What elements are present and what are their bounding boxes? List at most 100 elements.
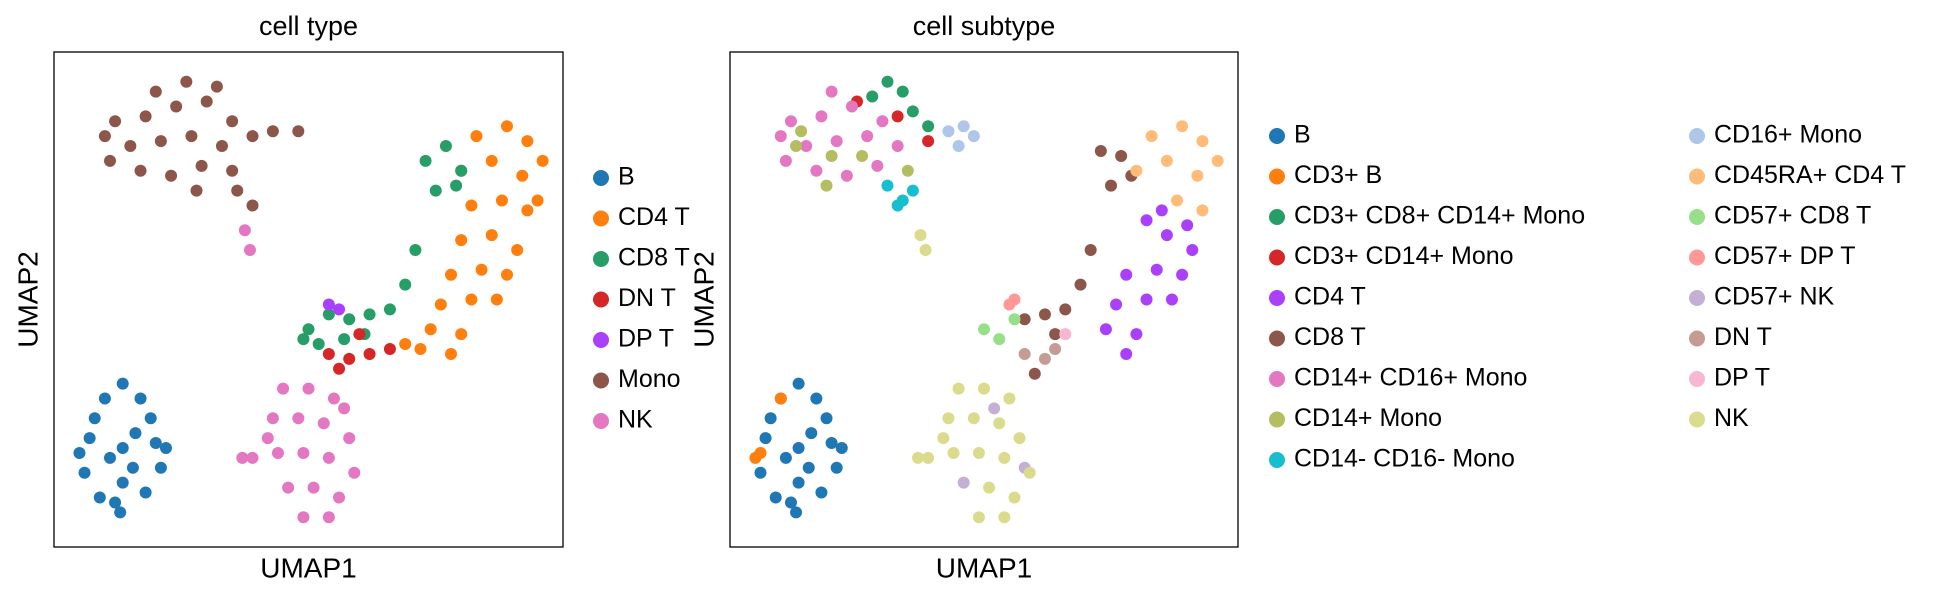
point — [465, 199, 478, 212]
point — [126, 461, 139, 474]
point — [1003, 392, 1016, 405]
point — [231, 184, 244, 197]
legend-label: Mono — [618, 365, 681, 393]
point — [322, 347, 335, 360]
point — [988, 402, 1001, 415]
point — [784, 115, 797, 128]
legend-marker — [1689, 371, 1705, 387]
point — [1049, 343, 1062, 355]
legend-marker — [1689, 411, 1705, 428]
point — [1191, 169, 1204, 182]
point — [866, 90, 879, 103]
legend-label: DP T — [1714, 364, 1770, 392]
point — [1018, 347, 1031, 360]
point — [109, 496, 122, 509]
point — [800, 140, 813, 153]
point — [790, 140, 803, 153]
point — [784, 496, 797, 509]
point — [810, 164, 823, 177]
legend-marker — [593, 251, 609, 267]
point — [363, 308, 376, 321]
legend-label: CD14- CD16- Mono — [1294, 445, 1515, 473]
legend-label: CD14+ CD16+ Mono — [1294, 364, 1527, 392]
point — [891, 199, 904, 212]
point — [511, 244, 524, 256]
point — [805, 427, 818, 440]
point — [185, 130, 198, 143]
point — [891, 140, 904, 153]
point — [942, 125, 955, 138]
legend-label: CD4 T — [1294, 283, 1366, 311]
point — [1115, 149, 1128, 162]
point — [485, 229, 498, 242]
point — [114, 506, 127, 519]
point — [830, 135, 843, 148]
point — [830, 461, 843, 474]
point — [134, 164, 147, 177]
y-axis-label: UMAP2 — [12, 251, 43, 347]
point — [1049, 328, 1062, 341]
point — [774, 392, 787, 405]
scatter-points — [749, 75, 1224, 524]
point — [470, 130, 483, 143]
legend-label: DN T — [618, 284, 676, 312]
point — [1038, 308, 1051, 321]
point — [993, 333, 1006, 346]
point — [983, 481, 996, 494]
legend-marker — [1269, 371, 1285, 387]
point — [978, 382, 990, 395]
point — [1181, 219, 1194, 232]
point — [445, 347, 458, 360]
point — [271, 446, 284, 459]
point — [210, 80, 223, 93]
point — [333, 303, 346, 316]
legend-label: CD57+ NK — [1714, 283, 1835, 311]
point — [383, 303, 396, 316]
point — [911, 451, 924, 464]
point — [485, 154, 498, 167]
point — [455, 328, 468, 341]
point — [297, 333, 310, 346]
point — [1028, 367, 1041, 380]
point — [1171, 194, 1184, 207]
point — [1165, 293, 1178, 306]
point — [353, 328, 366, 341]
point — [322, 511, 335, 524]
legend-label: CD14+ Mono — [1294, 404, 1442, 432]
point — [282, 481, 295, 494]
point — [1155, 204, 1168, 217]
point — [764, 412, 777, 425]
point — [226, 164, 239, 177]
point — [957, 120, 970, 133]
point — [501, 120, 514, 133]
point — [343, 313, 356, 326]
point — [277, 382, 290, 395]
point — [861, 130, 874, 143]
point — [1140, 214, 1153, 227]
point — [317, 417, 330, 430]
point — [144, 412, 157, 425]
point — [343, 352, 356, 365]
legend-label: B — [618, 163, 635, 191]
point — [116, 442, 129, 454]
point — [1186, 244, 1199, 256]
point — [246, 130, 259, 143]
legend-marker — [1269, 411, 1285, 428]
point — [1008, 313, 1021, 326]
legend-marker — [593, 413, 609, 429]
point — [896, 85, 909, 98]
point — [383, 343, 396, 355]
legend-label: NK — [618, 406, 653, 434]
legend-marker — [593, 210, 609, 227]
point — [180, 75, 193, 88]
point — [1120, 347, 1133, 360]
point — [972, 446, 985, 459]
point — [825, 85, 838, 98]
point — [465, 293, 478, 306]
point — [1130, 164, 1143, 177]
point — [1130, 328, 1143, 341]
point — [103, 451, 116, 464]
point — [302, 382, 315, 395]
point — [914, 229, 927, 242]
y-axis-label: UMAP2 — [688, 251, 719, 347]
